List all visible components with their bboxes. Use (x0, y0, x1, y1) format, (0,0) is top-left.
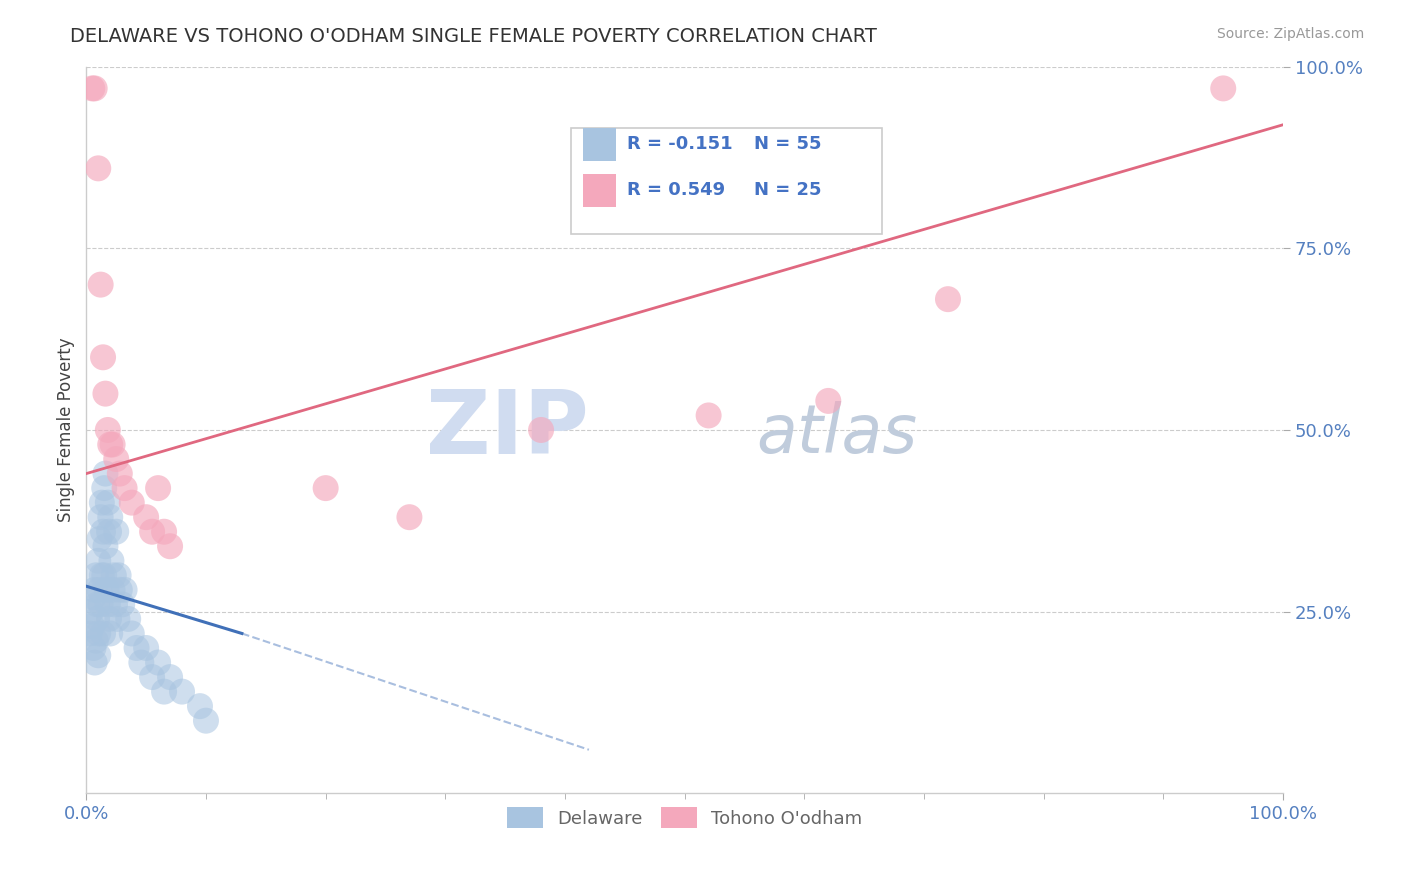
Point (82, 640, 104, 655)
Bar (583, 128, 616, 161)
Point (114, 582, 136, 597)
Point (108, 467, 131, 481)
Point (90, 510, 112, 524)
Point (159, 539, 181, 553)
Point (79, 626, 101, 640)
Point (188, 699, 211, 714)
Point (135, 640, 157, 655)
Text: R = -0.151: R = -0.151 (627, 136, 733, 153)
Point (121, 496, 143, 510)
Text: ZIP: ZIP (426, 386, 589, 474)
Point (98, 524, 121, 539)
Point (108, 582, 131, 597)
Point (131, 656, 153, 670)
Point (1212, 81, 1234, 95)
Y-axis label: Single Female Poverty: Single Female Poverty (58, 338, 75, 523)
Point (159, 670, 181, 684)
Point (153, 684, 176, 698)
Point (91, 351, 114, 365)
Point (84, 568, 107, 582)
Point (90, 598, 112, 612)
Point (107, 612, 129, 626)
Point (530, 423, 553, 437)
Point (105, 524, 128, 539)
Point (87, 554, 110, 568)
Point (105, 452, 128, 467)
Point (89, 532, 111, 546)
Text: R = 0.549: R = 0.549 (627, 181, 725, 199)
Point (111, 598, 134, 612)
Point (83, 656, 105, 670)
Point (98, 626, 121, 640)
Legend: Delaware, Tohono O'odham: Delaware, Tohono O'odham (499, 800, 870, 835)
Point (83, 81, 105, 95)
Point (817, 393, 839, 408)
Point (697, 409, 720, 423)
Text: Source: ZipAtlas.com: Source: ZipAtlas.com (1216, 27, 1364, 41)
Point (146, 481, 169, 495)
Point (101, 437, 124, 451)
Point (96, 582, 118, 597)
Point (93, 481, 115, 495)
Point (936, 292, 959, 306)
Point (98, 612, 121, 626)
Point (93, 568, 115, 582)
Point (107, 568, 129, 582)
Text: atlas: atlas (756, 401, 918, 467)
Point (82, 590, 104, 604)
Point (82, 81, 104, 95)
Point (86, 598, 108, 612)
FancyBboxPatch shape (571, 128, 882, 234)
Point (94, 539, 117, 553)
Point (87, 626, 110, 640)
Point (125, 640, 148, 655)
Point (103, 568, 125, 582)
Point (97, 423, 120, 437)
Point (117, 612, 139, 626)
Point (98, 437, 121, 451)
Point (86, 612, 108, 626)
Point (89, 582, 111, 597)
Point (141, 670, 163, 684)
Text: N = 55: N = 55 (754, 136, 821, 153)
Point (170, 684, 193, 698)
Point (398, 510, 420, 524)
Point (97, 598, 120, 612)
Bar (583, 174, 616, 207)
Point (84, 633, 107, 648)
Text: N = 25: N = 25 (754, 181, 821, 199)
Point (153, 524, 176, 539)
Point (91, 626, 114, 640)
Point (98, 510, 121, 524)
Point (82, 619, 104, 633)
Point (90, 568, 112, 582)
Point (141, 524, 163, 539)
Point (121, 626, 143, 640)
Point (97, 496, 120, 510)
Point (91, 524, 114, 539)
Point (101, 582, 124, 597)
Point (100, 554, 122, 568)
Point (90, 496, 112, 510)
Point (135, 510, 157, 524)
Point (87, 648, 110, 663)
Point (104, 598, 127, 612)
Text: DELAWARE VS TOHONO O'ODHAM SINGLE FEMALE POVERTY CORRELATION CHART: DELAWARE VS TOHONO O'ODHAM SINGLE FEMALE… (70, 27, 877, 45)
Point (94, 467, 117, 481)
Point (194, 714, 217, 728)
Point (146, 656, 169, 670)
Point (315, 481, 337, 495)
Point (94, 386, 117, 401)
Point (80, 605, 103, 619)
Point (90, 277, 112, 292)
Point (87, 161, 110, 176)
Point (83, 582, 105, 597)
Point (114, 481, 136, 495)
